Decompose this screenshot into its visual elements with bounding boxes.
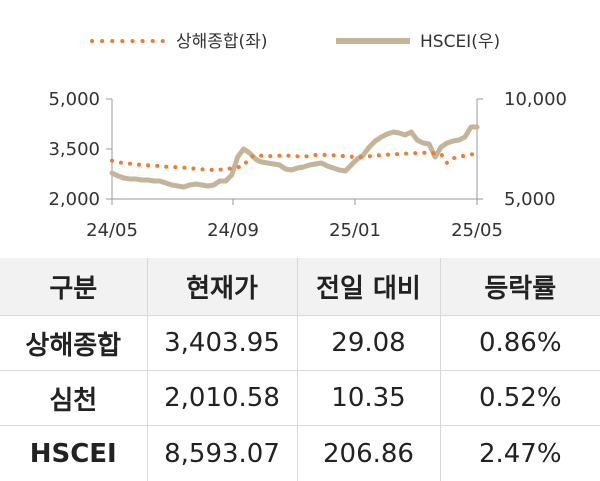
change-cell: 206.86 [297,426,440,481]
x-tick-label: 24/05 [86,220,138,241]
column-header-category: 구분 [0,258,147,316]
axis-ticks [106,99,483,205]
row-label: 심천 [0,371,147,426]
legend-label-hscei: HSCEI(우) [420,32,500,52]
column-header-price: 현재가 [147,258,297,316]
legend-label-shanghai: 상해종합(좌) [176,32,267,52]
price-cell: 2,010.58 [147,371,297,426]
rate-cell: 0.86% [440,316,600,371]
y-right-tick-label: 5,000 [504,189,556,210]
column-header-rate: 등락률 [440,258,600,316]
rate-cell: 2.47% [440,426,600,481]
column-header-change: 전일 대비 [297,258,440,316]
y-right-tick-label: 10,000 [504,89,567,110]
y-left-tick-label: 2,000 [48,189,100,210]
index-line-chart: 상해종합(좌) HSCEI(우) 5,000 3,500 2,000 10,00… [0,0,600,258]
x-tick-label: 25/01 [329,220,381,241]
chart-legend: 상해종합(좌) HSCEI(우) [92,32,500,52]
series-line-hscei [112,127,477,187]
table-row: 상해종합 3,403.95 29.08 0.86% [0,316,600,371]
price-cell: 3,403.95 [147,316,297,371]
change-cell: 29.08 [297,316,440,371]
row-label: HSCEI [0,426,147,481]
change-cell: 10.35 [297,371,440,426]
table-row: 심천 2,010.58 10.35 0.52% [0,371,600,426]
price-cell: 8,593.07 [147,426,297,481]
table-header-row: 구분 현재가 전일 대비 등락률 [0,258,600,316]
row-label: 상해종합 [0,316,147,371]
x-tick-label: 25/05 [451,220,503,241]
index-summary-table: 구분 현재가 전일 대비 등락률 상해종합 3,403.95 29.08 0.8… [0,258,600,481]
table-row: HSCEI 8,593.07 206.86 2.47% [0,426,600,481]
rate-cell: 0.52% [440,371,600,426]
x-tick-label: 24/09 [207,220,259,241]
y-left-tick-label: 3,500 [48,139,100,160]
y-left-tick-label: 5,000 [48,89,100,110]
